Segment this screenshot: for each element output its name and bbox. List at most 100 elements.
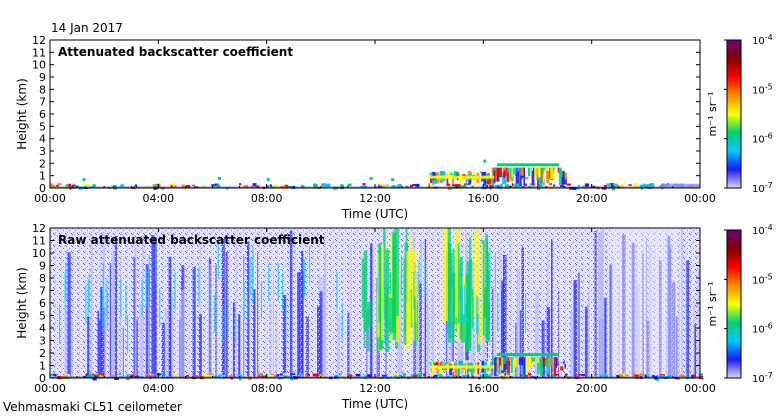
surface-signal [609, 183, 615, 186]
clear-region [610, 228, 679, 378]
surface-signal [160, 373, 164, 376]
surface-signal [699, 376, 704, 380]
surface-signal [610, 184, 614, 188]
surface-signal [633, 183, 639, 187]
surface-signal [381, 374, 387, 377]
colorbar-label: m⁻¹ sr⁻¹ [706, 282, 719, 327]
cloud-signal [440, 361, 442, 367]
cloud-signal [502, 167, 506, 171]
surface-signal [659, 184, 663, 187]
surface-signal [454, 184, 460, 187]
cloud-signal [527, 167, 531, 177]
surface-signal [367, 374, 373, 378]
signal-streak [148, 254, 150, 293]
sparse-signal [369, 176, 373, 180]
signal-streak [446, 228, 451, 321]
noise-streak [300, 271, 304, 378]
surface-signal [482, 184, 487, 188]
signal-streak [106, 278, 108, 316]
surface-signal [505, 375, 509, 378]
signal-streak [480, 243, 484, 341]
noise-streak [232, 302, 236, 378]
signal-streak [471, 288, 474, 329]
surface-signal [50, 373, 53, 376]
noise-streak [636, 284, 640, 378]
surface-signal [186, 374, 190, 377]
signal-streak [466, 260, 470, 328]
y-tick-label: 0 [39, 182, 46, 195]
noise-streak [209, 264, 211, 378]
surface-signal [239, 377, 242, 381]
surface-signal [524, 183, 527, 187]
noise-streak [269, 298, 272, 378]
noise-streak [635, 277, 637, 378]
noise-streak [102, 307, 105, 378]
surface-signal [349, 374, 352, 378]
surface-signal [577, 373, 582, 376]
y-tick-label: 5 [39, 120, 46, 133]
signal-streak [413, 271, 415, 310]
cloud-signal [510, 357, 513, 373]
x-tick-label: 20:00 [576, 382, 608, 395]
noise-streak [149, 301, 150, 378]
surface-signal [554, 373, 560, 376]
noise-streak [501, 280, 505, 378]
noise-streak [494, 291, 497, 378]
x-tick-label: 00:00 [34, 382, 66, 395]
signal-streak [243, 282, 245, 320]
y-tick-label: 2 [39, 347, 46, 360]
cloud-signal [495, 167, 498, 182]
surface-signal [100, 374, 105, 376]
sparse-signal [82, 178, 86, 182]
cloud-signal [498, 357, 502, 366]
surface-signal [255, 184, 260, 188]
signal-streak [443, 228, 448, 322]
surface-signal [416, 373, 422, 377]
surface-signal [384, 185, 387, 188]
surface-signal [85, 373, 89, 376]
cloud-signal [435, 362, 439, 365]
cloud-signal [448, 363, 452, 366]
colorbar-tick-label: 10-4 [752, 223, 773, 237]
surface-signal [57, 183, 62, 186]
noise-streak [594, 230, 597, 378]
surface-signal [282, 373, 287, 376]
surface-signal [646, 184, 652, 188]
surface-signal [53, 373, 57, 377]
surface-signal [500, 183, 503, 187]
cloud-signal [495, 357, 499, 360]
cloud-signal [483, 171, 487, 175]
noise-streak [87, 316, 90, 378]
surface-signal [284, 375, 289, 378]
signal-streak [222, 306, 224, 345]
noise-streak [64, 308, 68, 378]
sparse-signal [483, 159, 487, 163]
noise-streak [465, 327, 469, 378]
surface-signal [352, 373, 355, 376]
cloud-signal [541, 167, 545, 183]
cloud-signal [512, 357, 515, 375]
surface-signal [484, 375, 489, 378]
noise-streak [366, 312, 368, 378]
signal-streak [268, 263, 270, 302]
surface-signal [634, 374, 639, 377]
colorbar-tick-label: 10-4 [752, 33, 773, 47]
noise-streak [145, 264, 149, 378]
signal-streak [65, 262, 67, 300]
x-axis-label: Time (UTC) [341, 207, 408, 221]
y-tick-label: 3 [39, 145, 46, 158]
noise-streak [681, 228, 684, 378]
noise-streak [694, 324, 697, 378]
noise-streak [531, 295, 533, 378]
noise-streak [347, 312, 350, 378]
signal-streak [285, 308, 287, 346]
x-tick-label: 16:00 [467, 192, 499, 205]
surface-signal [506, 184, 509, 186]
noise-streak [521, 247, 524, 378]
noise-streak [399, 271, 402, 378]
surface-signal [238, 183, 242, 186]
surface-signal [667, 374, 672, 377]
surface-signal [549, 183, 552, 185]
signal-streak [303, 259, 306, 297]
surface-signal [679, 374, 685, 377]
